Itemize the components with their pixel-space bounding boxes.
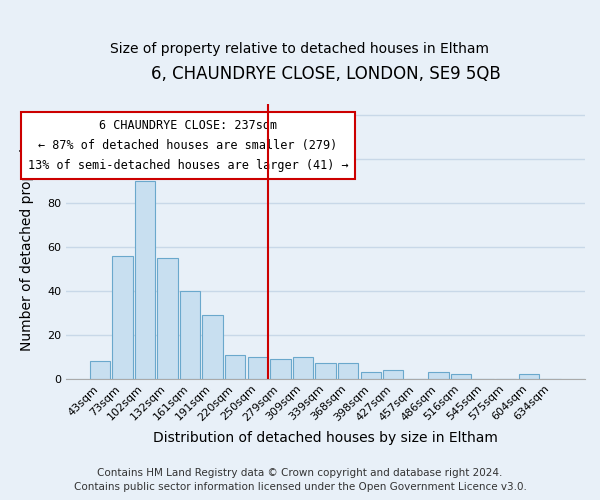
Bar (135, 181, 155, 379)
Text: Contains HM Land Registry data © Crown copyright and database right 2024.
Contai: Contains HM Land Registry data © Crown c… (74, 468, 526, 492)
Bar (157, 258, 178, 379)
Bar (518, 374, 539, 379)
Bar (451, 374, 471, 379)
Bar (225, 354, 245, 379)
Bar (316, 364, 335, 379)
Text: Size of property relative to detached houses in Eltham: Size of property relative to detached ho… (110, 42, 490, 56)
Bar (202, 315, 223, 379)
Bar (89, 361, 110, 379)
Bar (293, 357, 313, 379)
Bar (248, 357, 268, 379)
X-axis label: Distribution of detached houses by size in Eltham: Distribution of detached houses by size … (153, 431, 498, 445)
Bar (361, 372, 381, 379)
Text: 6 CHAUNDRYE CLOSE: 237sqm
← 87% of detached houses are smaller (279)
13% of semi: 6 CHAUNDRYE CLOSE: 237sqm ← 87% of detac… (28, 119, 349, 172)
Title: 6, CHAUNDRYE CLOSE, LONDON, SE9 5QB: 6, CHAUNDRYE CLOSE, LONDON, SE9 5QB (151, 65, 500, 83)
Y-axis label: Number of detached properties: Number of detached properties (20, 132, 34, 350)
Bar (112, 256, 133, 379)
Bar (338, 364, 358, 379)
Bar (270, 359, 290, 379)
Bar (428, 372, 449, 379)
Bar (180, 291, 200, 379)
Bar (383, 370, 403, 379)
